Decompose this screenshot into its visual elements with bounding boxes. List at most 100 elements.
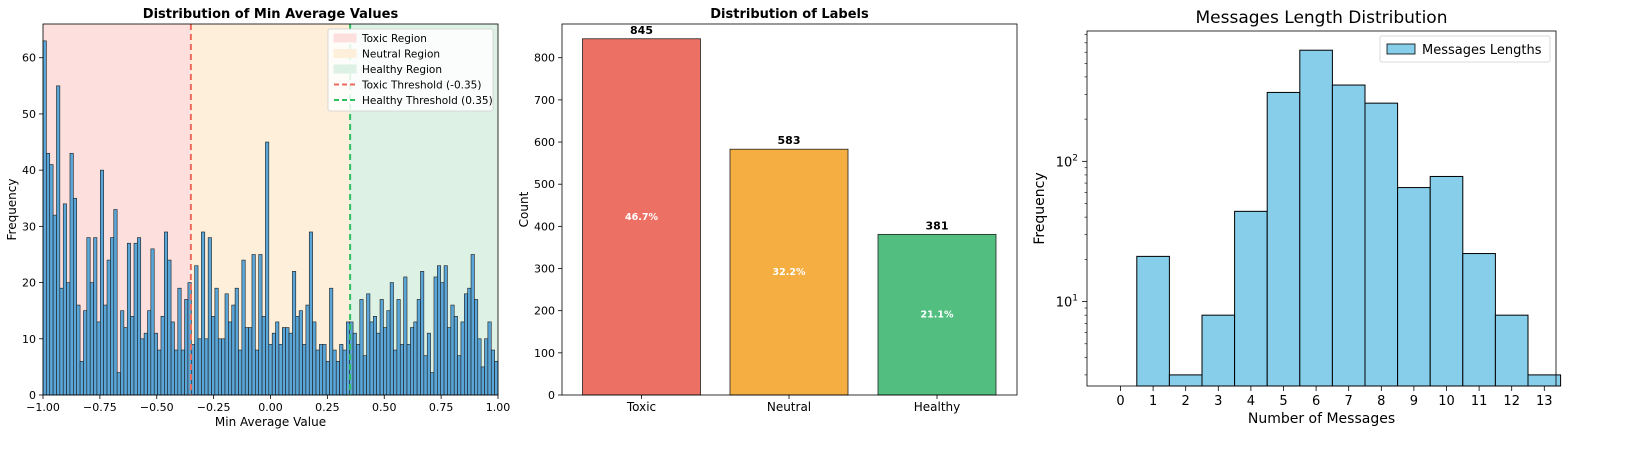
histogram-bar (42, 40, 47, 396)
min-average-histogram: −1.00 −0.75 −0.50 −0.25 0.00 0.25 0.50 0.75 1.00… (5, 7, 510, 429)
histogram-bar (231, 304, 236, 396)
histogram-bar (413, 321, 418, 396)
histogram-bar (113, 209, 118, 396)
x-tick-label: Healthy (914, 400, 961, 414)
histogram-bar (147, 310, 152, 396)
histogram-bar (433, 276, 438, 396)
histogram-bar (120, 310, 125, 396)
x-tick-label: −0.50 (140, 401, 174, 414)
histogram-bar (1299, 49, 1333, 387)
histogram-bar (480, 366, 485, 396)
histogram-bar (123, 327, 128, 396)
histogram-bar (275, 321, 280, 396)
x-tick-label: 0.50 (372, 401, 397, 414)
x-tick-label: 13 (1536, 394, 1553, 409)
legend-entry-healthy-threshold: Healthy Threshold (0.35) (362, 95, 493, 107)
histogram-bar (366, 293, 371, 396)
histogram-bar (302, 344, 307, 396)
x-tick-label: 12 (1503, 394, 1520, 409)
x-axis-label: Min Average Value (215, 415, 326, 429)
histogram-bar (180, 349, 185, 396)
histogram-bar (79, 360, 84, 396)
y-tick-label: 400 (534, 220, 555, 233)
histogram-bar (197, 338, 202, 396)
x-tick-label: 5 (1279, 394, 1287, 409)
legend: Toxic Region Neutral Region Healthy Regi… (327, 28, 494, 112)
histogram-bar (268, 344, 273, 396)
histogram-bar (352, 332, 357, 396)
histogram-bar (228, 321, 233, 396)
histogram-bar (426, 332, 431, 396)
histogram-bar (265, 141, 270, 396)
histogram-bar (315, 349, 320, 396)
histogram-bar (255, 349, 260, 396)
histogram-bar (490, 349, 495, 396)
label-bars: 845 46.7% 583 32.2% 381 21.1% (582, 24, 997, 396)
histogram-bar (339, 344, 344, 396)
histogram-bar (410, 327, 415, 396)
histogram-bar (383, 327, 388, 396)
histogram-bar (298, 310, 303, 396)
histogram-bar (443, 265, 448, 396)
histogram-bar (52, 214, 57, 396)
legend-entry-toxic-threshold: Toxic Threshold (-0.35) (361, 80, 481, 92)
histogram-bar (49, 164, 54, 396)
histogram-bar (1429, 175, 1464, 387)
histogram-bar (106, 259, 111, 396)
histogram-bar (494, 360, 499, 396)
x-tick-label: 1 (1149, 394, 1157, 409)
histogram-bars (1136, 49, 1562, 387)
histogram-bar (319, 344, 324, 396)
histogram-bar (164, 231, 169, 396)
histogram-bar (103, 304, 108, 396)
histogram-bar (295, 316, 300, 396)
histogram-bar (325, 360, 330, 396)
histogram-bar (89, 282, 94, 396)
x-tick-label: 0.75 (429, 401, 454, 414)
histogram-bars (42, 40, 499, 396)
histogram-bar (261, 316, 266, 396)
histogram-bar (170, 321, 175, 396)
histogram-bar (153, 332, 158, 396)
histogram-bar (251, 254, 256, 396)
legend-swatch-toxic-region (333, 33, 357, 43)
chart-title: Messages Length Distribution (1196, 8, 1448, 28)
histogram-bar (487, 321, 492, 396)
histogram-bar (329, 287, 334, 396)
legend-swatch-healthy-region (333, 64, 357, 74)
histogram-bar (224, 293, 229, 396)
y-tick-label: 800 (534, 52, 555, 65)
y-tick-label: 102 (1056, 153, 1078, 170)
histogram-bar (201, 231, 206, 396)
y-axis-ticks: 101 102 (1056, 34, 1087, 376)
histogram-bar (453, 316, 458, 396)
x-tick-label: 2 (1182, 394, 1190, 409)
histogram-bar (126, 242, 131, 396)
histogram-bar (379, 299, 384, 396)
histogram-bar (1331, 84, 1366, 387)
x-axis-ticks: 0 1 2 3 4 5 6 7 8 9 10 11 12 13 (1116, 386, 1553, 409)
histogram-bar (386, 310, 391, 396)
y-axis-label: Frequency (5, 179, 19, 241)
histogram-bar (137, 237, 142, 396)
histogram-bar (207, 237, 212, 396)
histogram-bar (160, 316, 165, 396)
histogram-bar (362, 355, 367, 396)
x-axis-ticks: Toxic Neutral Healthy (626, 395, 960, 414)
histogram-bar (150, 248, 155, 396)
x-tick-label: 9 (1410, 394, 1418, 409)
histogram-bar (467, 287, 472, 396)
x-tick-label: −0.75 (83, 401, 117, 414)
legend-swatch-neutral-region (333, 49, 357, 58)
y-tick-label: 100 (534, 347, 555, 360)
legend-entry-toxic-region: Toxic Region (361, 33, 427, 45)
histogram-bar (59, 287, 64, 396)
histogram-bar (99, 169, 104, 396)
y-tick-label: 20 (22, 277, 36, 290)
histogram-bar (217, 338, 222, 396)
histogram-bar (420, 271, 425, 396)
histogram-bar (484, 338, 489, 396)
histogram-bar (437, 265, 442, 396)
x-tick-label: 10 (1438, 394, 1455, 409)
